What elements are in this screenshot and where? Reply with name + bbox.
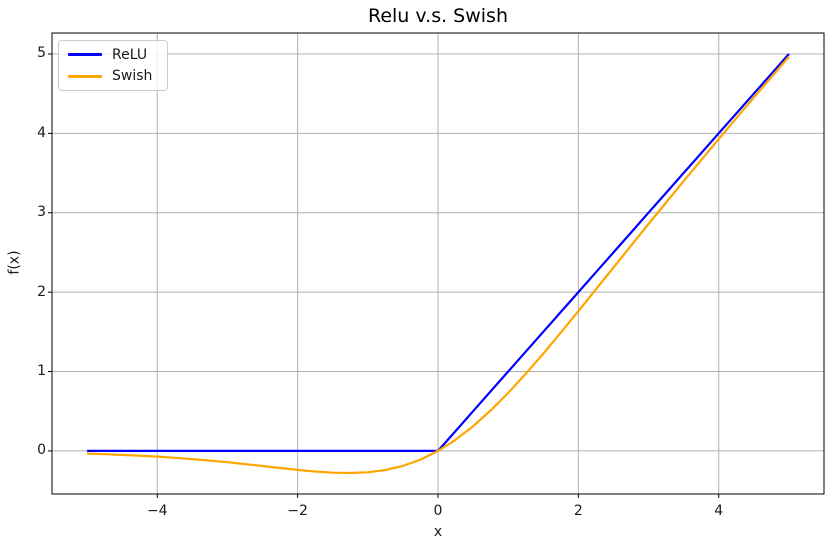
y-tick-label: 5 [37, 45, 46, 62]
y-tick-label: 0 [37, 442, 46, 459]
chart-title: Relu v.s. Swish [367, 5, 508, 27]
legend: ReLU Swish [58, 40, 168, 91]
y-axis-label: f(x) [6, 250, 23, 275]
legend-entry-relu: ReLU [59, 47, 167, 63]
y-tick-label: 2 [37, 283, 46, 300]
legend-label-swish: Swish [112, 68, 153, 85]
y-tick-label: 4 [37, 124, 46, 141]
y-tick-label: 3 [37, 204, 46, 221]
x-axis-label: x [433, 524, 443, 540]
x-tick-label: 4 [714, 503, 724, 519]
swish-line-swatch [68, 75, 102, 78]
relu-line-swatch [68, 53, 102, 56]
legend-entry-swish: Swish [59, 68, 167, 84]
x-tick-label: 0 [433, 503, 443, 519]
x-tick-label: −2 [287, 503, 308, 519]
legend-label-relu: ReLU [112, 46, 148, 63]
series-line-swish [87, 55, 790, 475]
y-tick-label: 1 [37, 363, 46, 380]
x-tick-label: 2 [573, 503, 583, 519]
x-tick-label: −4 [146, 503, 168, 519]
